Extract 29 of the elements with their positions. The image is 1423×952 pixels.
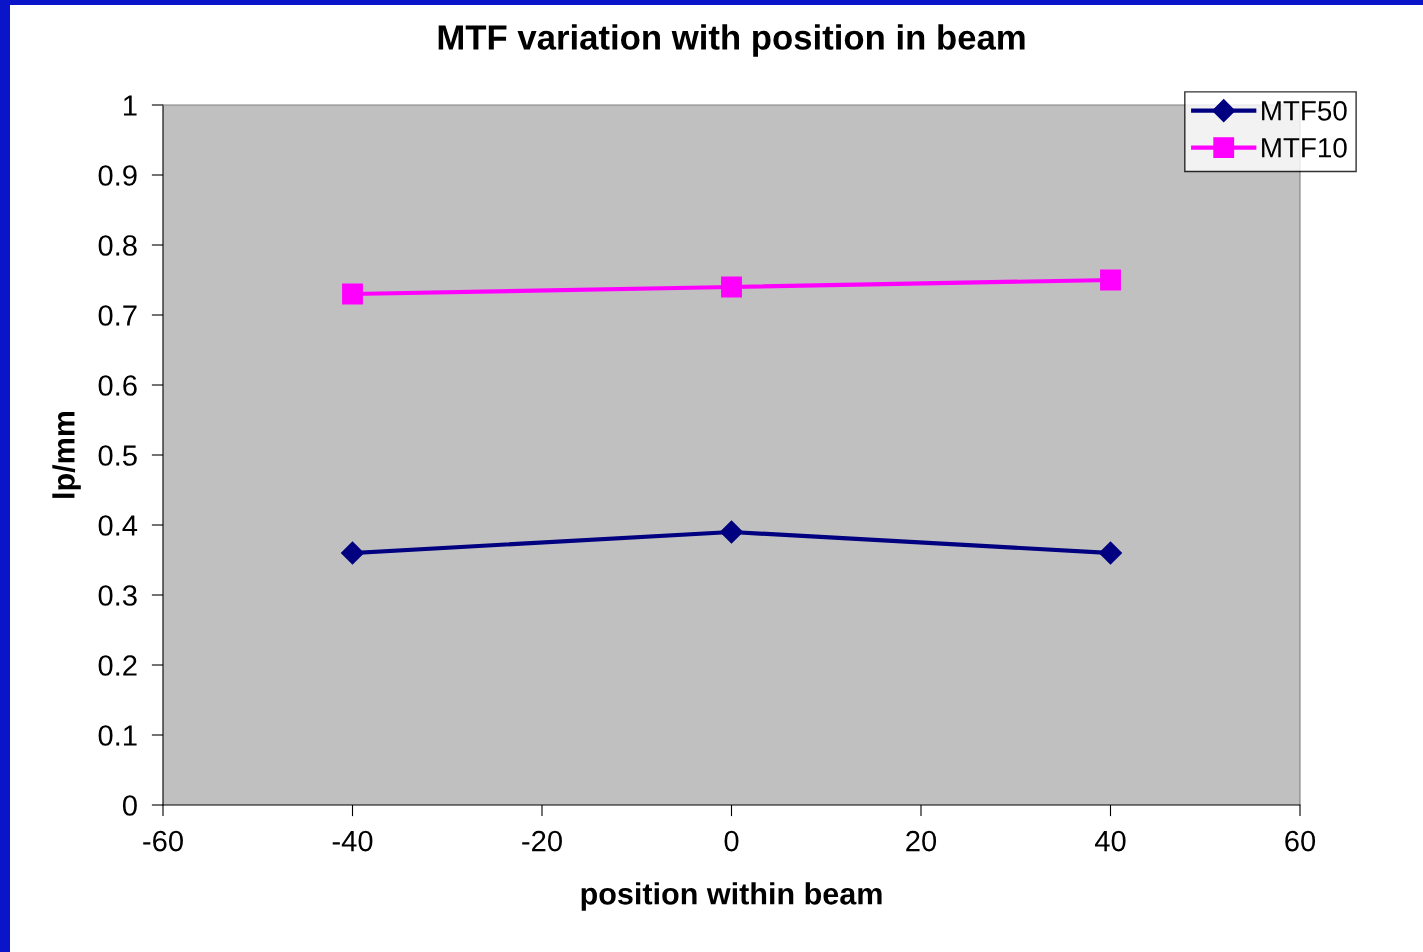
y-tick-label: 0.6 [98, 375, 137, 396]
y-tick-label: 0.1 [98, 725, 137, 746]
x-tick-label: 20 [906, 830, 937, 852]
y-tick-label: 0.4 [98, 515, 138, 536]
point [1099, 541, 1122, 565]
y-tick-label: 0.5 [98, 445, 137, 466]
legend-label: MTF50 [1262, 100, 1347, 121]
y-tick-label: 0.9 [98, 165, 137, 186]
point [720, 520, 743, 544]
chart-title: MTF variation with position in beam [438, 24, 1025, 57]
point [721, 276, 742, 298]
y-tick-label: 0.2 [98, 655, 137, 676]
y-axis-title: lp/mm [52, 411, 81, 498]
y-tick-label: 0 [122, 795, 137, 816]
x-tick-label: 60 [1285, 830, 1316, 852]
y-tick-label: 0.3 [98, 585, 137, 606]
y-tick-label: 1 [124, 95, 137, 116]
x-axis-title: position within beam [581, 882, 882, 911]
point [342, 283, 363, 305]
y-tick-label: 0.8 [98, 235, 137, 256]
point [341, 541, 364, 565]
x-tick-label: -60 [143, 830, 183, 852]
point [1100, 269, 1121, 291]
y-tick-label: 0.7 [98, 305, 137, 326]
x-tick-label: 40 [1094, 830, 1126, 852]
x-tick-label: 0 [724, 830, 739, 852]
x-tick-label: -40 [332, 830, 373, 852]
legend-label: MTF10 [1262, 137, 1347, 158]
x-tick-label: -20 [522, 830, 562, 852]
